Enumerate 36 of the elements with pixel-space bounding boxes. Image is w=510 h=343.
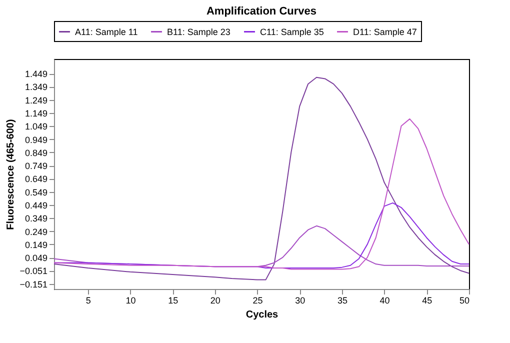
x-tick-label: 15: [168, 296, 178, 306]
y-tick-label: 0.149: [24, 240, 48, 250]
x-tick-label: 45: [422, 296, 432, 306]
y-tick-label: 0.349: [24, 214, 48, 224]
x-tick-label: 5: [86, 296, 91, 306]
legend-label: B11: Sample 23: [167, 26, 230, 37]
y-tick-label: 1.149: [24, 108, 48, 119]
y-tick-label: 1.449: [24, 69, 48, 80]
y-tick-label: 0.949: [24, 134, 48, 145]
y-tick-label: 1.049: [24, 122, 48, 132]
legend-label: C11: Sample 35: [260, 26, 324, 37]
x-tick-label: 20: [210, 296, 220, 306]
y-tick-label: 0.049: [24, 253, 48, 264]
y-tick-label: 0.249: [24, 226, 48, 237]
x-axis-title: Cycles: [246, 310, 279, 320]
y-tick-label: −0.051: [20, 266, 48, 276]
y-tick-label: 1.349: [24, 82, 48, 92]
y-tick-label: 1.249: [24, 95, 48, 106]
line-series: [54, 76, 470, 280]
x-tick-label: 40: [380, 296, 390, 306]
y-tick-label: 0.649: [24, 174, 48, 184]
x-tick-label: 35: [337, 296, 348, 306]
y-tick-label: 0.549: [24, 187, 48, 198]
x-tick-label: 25: [252, 296, 263, 306]
y-tick-label: 0.749: [24, 161, 48, 172]
y-axis-title: Fluorescence (465-600): [6, 119, 17, 230]
chart-title: Amplification Curves: [206, 6, 317, 18]
line-series: [54, 118, 470, 270]
y-tick-label: −0.151: [20, 279, 48, 290]
legend-label: A11: Sample 11: [75, 26, 138, 37]
x-tick-label: 50: [459, 296, 470, 306]
y-tick-label: 0.849: [24, 148, 48, 158]
x-tick-label: 30: [295, 296, 306, 306]
x-tick-label: 10: [126, 296, 136, 306]
y-tick-label: 0.449: [24, 200, 48, 211]
legend-label: D11: Sample 47: [353, 26, 417, 37]
